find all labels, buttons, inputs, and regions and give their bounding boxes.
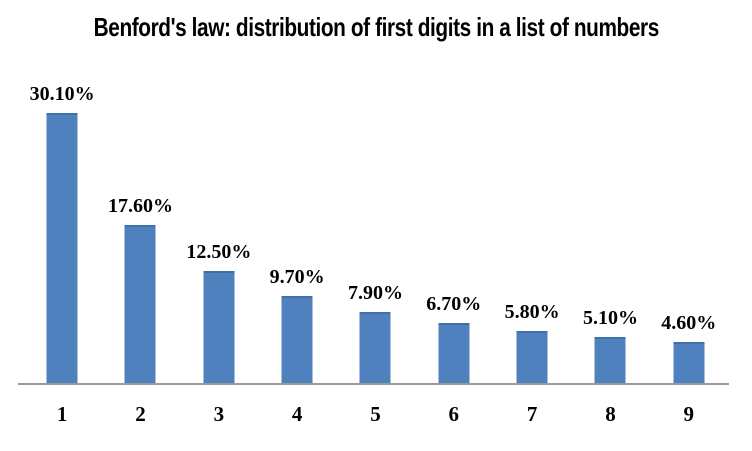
x-axis-label: 8 bbox=[605, 402, 616, 426]
bar bbox=[673, 342, 705, 383]
chart-title: Benford's law: distribution of first dig… bbox=[0, 13, 752, 42]
x-axis-label: 4 bbox=[291, 402, 303, 426]
bar bbox=[281, 296, 313, 383]
bar-value-label: 9.70% bbox=[269, 266, 325, 288]
x-axis-label: 7 bbox=[526, 402, 538, 426]
bar-value-label: 6.70% bbox=[426, 293, 482, 315]
x-axis-label: 6 bbox=[448, 402, 460, 426]
x-axis-label: 1 bbox=[56, 402, 68, 426]
bar-value-label: 5.10% bbox=[582, 307, 638, 329]
bar bbox=[359, 312, 391, 383]
x-axis-label: 3 bbox=[213, 402, 225, 426]
plot-area: 30.10% 17.60% 12.50% 9.70% 7.90% 6.70% 5.80% 5.… bbox=[23, 58, 728, 383]
bar bbox=[516, 331, 548, 383]
bar-value-label: 30.10% bbox=[29, 83, 95, 105]
x-axis-line bbox=[18, 383, 729, 385]
x-axis-labels: 1 2 3 4 5 6 7 8 9 bbox=[23, 402, 728, 427]
bar bbox=[124, 225, 156, 383]
bar-value-label: 7.90% bbox=[347, 282, 403, 304]
bar bbox=[203, 271, 235, 383]
bar-value-label: 17.60% bbox=[107, 195, 173, 217]
bar-group-9: 4.60% bbox=[650, 58, 728, 383]
bar-group-3: 12.50% bbox=[180, 58, 258, 383]
bar-group-8: 5.10% bbox=[571, 58, 649, 383]
bar-group-2: 17.60% bbox=[101, 58, 179, 383]
bar-group-1: 30.10% bbox=[23, 58, 101, 383]
x-axis-label: 9 bbox=[683, 402, 695, 426]
bar-group-7: 5.80% bbox=[493, 58, 571, 383]
bar-group-4: 9.70% bbox=[258, 58, 336, 383]
bar-group-6: 6.70% bbox=[415, 58, 493, 383]
bar-value-label: 12.50% bbox=[186, 241, 252, 263]
chart-title-text: Benford's law: distribution of first dig… bbox=[93, 12, 659, 42]
bar-value-label: 5.80% bbox=[504, 301, 560, 323]
bar bbox=[594, 337, 626, 383]
bar bbox=[46, 113, 78, 383]
bar-value-label: 4.60% bbox=[661, 312, 717, 334]
x-axis-label: 5 bbox=[370, 402, 381, 426]
bar-group-5: 7.90% bbox=[336, 58, 414, 383]
bar bbox=[438, 323, 470, 383]
x-axis-label: 2 bbox=[135, 402, 146, 426]
